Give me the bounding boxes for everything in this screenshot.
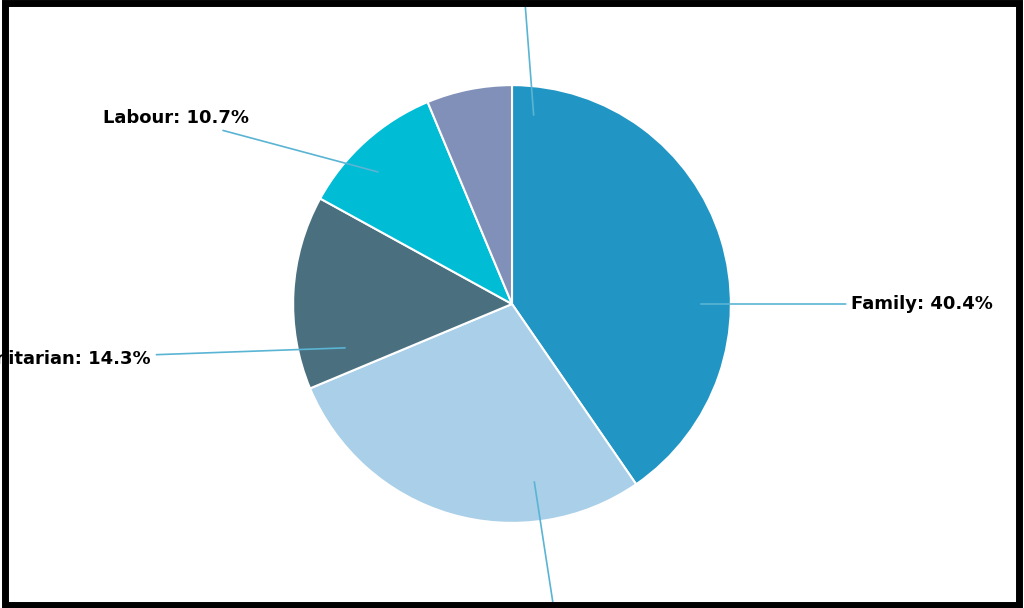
Wedge shape (310, 304, 636, 523)
Text: Free movement: 28.3%: Free movement: 28.3% (438, 482, 673, 608)
Text: Labour: 10.7%: Labour: 10.7% (103, 109, 378, 172)
Wedge shape (293, 199, 512, 389)
Wedge shape (512, 85, 731, 484)
Text: Humanitarian: 14.3%: Humanitarian: 14.3% (0, 348, 345, 368)
Wedge shape (321, 102, 512, 304)
Text: Family: 40.4%: Family: 40.4% (700, 295, 993, 313)
Wedge shape (428, 85, 512, 304)
Text: Other: 6.3%: Other: 6.3% (463, 0, 584, 115)
